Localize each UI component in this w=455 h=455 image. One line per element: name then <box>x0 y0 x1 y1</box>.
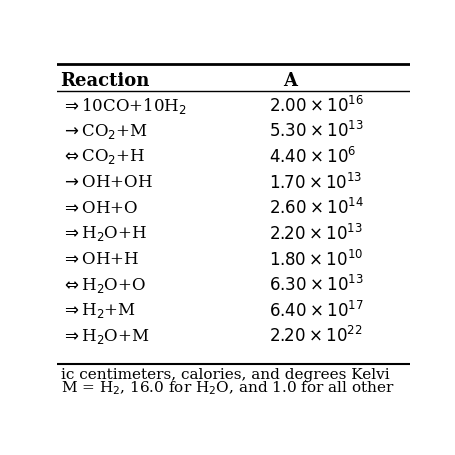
Text: M = H$_2$, 16.0 for H$_2$O, and 1.0 for all other: M = H$_2$, 16.0 for H$_2$O, and 1.0 for … <box>61 378 394 396</box>
Text: $1.70 \times 10^{13}$: $1.70 \times 10^{13}$ <box>268 172 362 192</box>
Text: ic centimeters, calories, and degrees Kelvi: ic centimeters, calories, and degrees Ke… <box>61 368 388 381</box>
Text: $2.00 \times 10^{16}$: $2.00 \times 10^{16}$ <box>268 96 363 116</box>
Text: $\Rightarrow$OH+H: $\Rightarrow$OH+H <box>61 250 138 268</box>
Text: $\Leftrightarrow$CO$_2$+H: $\Leftrightarrow$CO$_2$+H <box>61 147 145 166</box>
Text: $2.20 \times 10^{13}$: $2.20 \times 10^{13}$ <box>268 223 362 243</box>
Text: $\Rightarrow$H$_2$+M: $\Rightarrow$H$_2$+M <box>61 301 136 319</box>
Text: $5.30 \times 10^{13}$: $5.30 \times 10^{13}$ <box>268 121 363 141</box>
Text: $6.40 \times 10^{17}$: $6.40 \times 10^{17}$ <box>268 300 363 320</box>
Text: $\rightarrow$OH+OH: $\rightarrow$OH+OH <box>61 174 152 191</box>
Text: Reaction: Reaction <box>61 72 150 90</box>
Text: $2.20 \times 10^{22}$: $2.20 \times 10^{22}$ <box>268 326 362 346</box>
Text: $\Rightarrow$OH+O: $\Rightarrow$OH+O <box>61 199 137 216</box>
Text: $\Rightarrow$H$_2$O+H: $\Rightarrow$H$_2$O+H <box>61 224 147 243</box>
Text: $1.80 \times 10^{10}$: $1.80 \times 10^{10}$ <box>268 249 363 269</box>
Text: $\Rightarrow$10CO+10H$_2$: $\Rightarrow$10CO+10H$_2$ <box>61 96 186 116</box>
Text: $2.60 \times 10^{14}$: $2.60 \times 10^{14}$ <box>268 198 363 218</box>
Text: $\Leftrightarrow$H$_2$O+O: $\Leftrightarrow$H$_2$O+O <box>61 275 146 294</box>
Text: $6.30 \times 10^{13}$: $6.30 \times 10^{13}$ <box>268 274 363 294</box>
Text: $\Rightarrow$H$_2$O+M: $\Rightarrow$H$_2$O+M <box>61 326 149 345</box>
Text: A: A <box>283 72 297 90</box>
Text: $4.40 \times 10^{6}$: $4.40 \times 10^{6}$ <box>268 147 356 167</box>
Text: $\rightarrow$CO$_2$+M: $\rightarrow$CO$_2$+M <box>61 121 147 141</box>
